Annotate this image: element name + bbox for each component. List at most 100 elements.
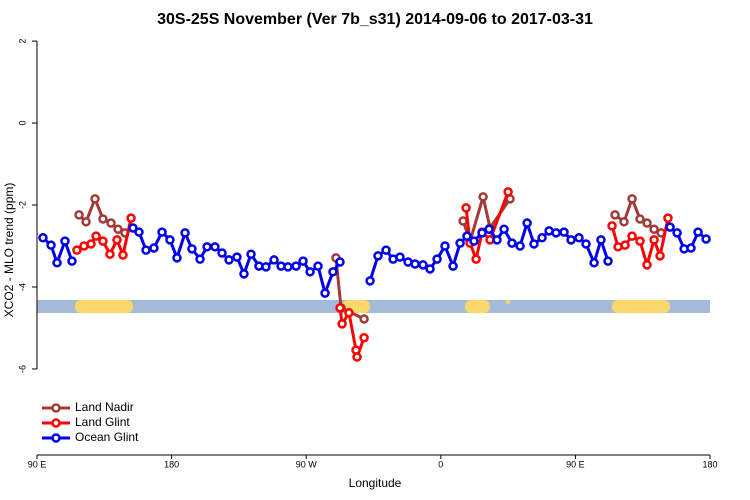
data-point xyxy=(589,258,599,268)
x-tick-label: 90 W xyxy=(296,459,318,469)
data-point xyxy=(72,245,82,255)
data-point xyxy=(269,255,279,265)
data-point xyxy=(217,248,227,258)
data-point xyxy=(471,254,481,264)
data-point xyxy=(67,256,77,266)
data-point xyxy=(112,235,122,245)
data-point xyxy=(373,251,383,261)
data-point xyxy=(551,228,561,238)
legend-label: Land Glint xyxy=(75,415,130,429)
data-point xyxy=(492,235,502,245)
data-point xyxy=(461,203,471,213)
x-axis-title: Longitude xyxy=(349,476,402,490)
data-point xyxy=(52,258,62,268)
data-point xyxy=(642,260,652,270)
data-point xyxy=(635,236,645,246)
data-point xyxy=(627,194,637,204)
data-point xyxy=(627,231,637,241)
data-point xyxy=(620,240,630,250)
data-point xyxy=(149,243,159,253)
data-point xyxy=(537,233,547,243)
data-point xyxy=(283,262,293,272)
data-point xyxy=(610,210,620,220)
data-point xyxy=(261,262,271,272)
data-point xyxy=(672,228,682,238)
data-point xyxy=(291,261,301,271)
legend-marker xyxy=(51,418,61,428)
data-point xyxy=(665,222,675,232)
data-point xyxy=(455,238,465,248)
data-point xyxy=(693,227,703,237)
data-point xyxy=(686,243,696,253)
data-point xyxy=(503,187,513,197)
x-tick-label: 90 E xyxy=(28,459,47,469)
land-band xyxy=(75,300,133,313)
data-point xyxy=(90,194,100,204)
y-tick-label: -2 xyxy=(17,201,27,209)
data-point xyxy=(410,259,420,269)
ocean-band xyxy=(37,300,710,313)
data-point xyxy=(74,210,84,220)
legend-marker xyxy=(51,403,61,413)
data-point xyxy=(581,239,591,249)
data-point xyxy=(515,241,525,251)
data-point xyxy=(619,217,629,227)
data-point xyxy=(210,242,220,252)
x-tick-label: 180 xyxy=(164,459,179,469)
data-point xyxy=(165,235,175,245)
data-point xyxy=(649,224,659,234)
data-point xyxy=(38,233,48,243)
data-point xyxy=(98,214,108,224)
data-point xyxy=(529,239,539,249)
y-tick-label: -6 xyxy=(17,365,27,373)
data-point xyxy=(335,303,345,313)
data-point xyxy=(105,249,115,259)
data-point xyxy=(596,235,606,245)
data-point xyxy=(118,250,128,260)
data-point xyxy=(462,231,472,241)
data-point xyxy=(559,227,569,237)
data-point xyxy=(484,224,494,234)
data-point xyxy=(91,231,101,241)
x-tick-label: 90 E xyxy=(566,459,585,469)
data-point xyxy=(425,264,435,274)
data-point xyxy=(642,218,652,228)
data-point xyxy=(187,244,197,254)
data-point xyxy=(365,276,375,286)
data-point xyxy=(320,288,330,298)
data-point xyxy=(395,252,405,262)
data-point xyxy=(477,228,487,238)
data-point xyxy=(172,253,182,263)
data-point xyxy=(469,236,479,246)
data-point xyxy=(663,213,673,223)
chart-title: 30S-25S November (Ver 7b_s31) 2014-09-06… xyxy=(157,11,593,28)
series xyxy=(38,218,711,299)
data-point xyxy=(106,218,116,228)
data-point xyxy=(246,249,256,259)
y-tick-label: -4 xyxy=(17,283,27,291)
data-point xyxy=(224,255,234,265)
data-point xyxy=(157,227,167,237)
data-point xyxy=(195,254,205,264)
data-point xyxy=(381,245,391,255)
data-point xyxy=(448,261,458,271)
y-tick-label: 0 xyxy=(17,121,27,126)
data-point xyxy=(126,213,136,223)
legend-marker xyxy=(51,433,61,443)
surface-band xyxy=(37,300,710,313)
data-point xyxy=(313,261,323,271)
data-point xyxy=(478,192,488,202)
data-point xyxy=(522,218,532,228)
data-point xyxy=(46,240,56,250)
data-point xyxy=(98,236,108,246)
data-point xyxy=(458,216,468,226)
legend-label: Land Nadir xyxy=(75,400,134,414)
data-point xyxy=(701,234,711,244)
data-point xyxy=(328,267,338,277)
land-band xyxy=(612,300,670,313)
data-point xyxy=(134,227,144,237)
data-point xyxy=(344,308,354,318)
data-point xyxy=(507,238,517,248)
data-point xyxy=(202,242,212,252)
